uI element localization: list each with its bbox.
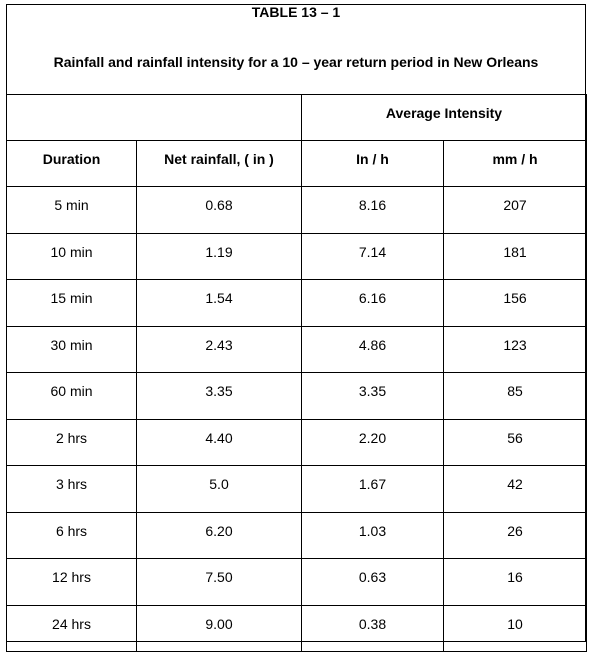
mm-per-h-cell: 10 — [442, 604, 588, 652]
duration-cell: 24 hrs — [6, 604, 137, 652]
mm-per-h-cell: 56 — [442, 418, 588, 466]
column-header-net-rainfall: Net rainfall, ( in ) — [136, 140, 302, 187]
mm-per-h-cell: 123 — [442, 325, 588, 373]
duration-cell: 15 min — [6, 279, 137, 327]
mm-per-h-cell: 16 — [442, 558, 588, 606]
net-rainfall-cell: 1.54 — [136, 279, 302, 327]
in-per-h-cell: 0.38 — [301, 604, 444, 652]
column-header-in-per-h: In / h — [301, 140, 444, 187]
duration-cell: 6 hrs — [6, 511, 137, 559]
in-per-h-cell: 4.86 — [301, 325, 444, 373]
net-rainfall-cell: 9.00 — [136, 604, 302, 652]
table-row: 60 min 3.35 3.35 85 — [6, 372, 588, 420]
in-per-h-cell: 3.35 — [301, 372, 444, 420]
mm-per-h-cell: 207 — [442, 186, 588, 234]
table-caption: Rainfall and rainfall intensity for a 10… — [53, 54, 539, 70]
net-rainfall-cell: 2.43 — [136, 325, 302, 373]
column-header-duration: Duration — [6, 140, 137, 187]
in-per-h-cell: 0.63 — [301, 558, 444, 606]
empty-header-cell — [6, 94, 302, 141]
table-row: 6 hrs 6.20 1.03 26 — [6, 511, 588, 559]
duration-cell: 3 hrs — [6, 465, 137, 513]
in-per-h-cell: 7.14 — [301, 232, 444, 280]
net-rainfall-cell: 3.35 — [136, 372, 302, 420]
net-rainfall-cell: 6.20 — [136, 511, 302, 559]
average-intensity-header: Average Intensity — [300, 94, 588, 141]
rainfall-table: Average Intensity Duration Net rainfall,… — [6, 94, 588, 652]
duration-cell: 2 hrs — [6, 418, 137, 466]
in-per-h-cell: 2.20 — [301, 418, 444, 466]
net-rainfall-cell: 5.0 — [136, 465, 302, 513]
table-row: 5 min 0.68 8.16 207 — [6, 186, 588, 234]
net-rainfall-cell: 0.68 — [136, 186, 302, 234]
column-header-mm-per-h: mm / h — [442, 140, 588, 187]
duration-cell: 12 hrs — [6, 558, 137, 606]
duration-cell: 5 min — [6, 186, 137, 234]
table-row: 2 hrs 4.40 2.20 56 — [6, 418, 588, 466]
table-row: 3 hrs 5.0 1.67 42 — [6, 465, 588, 513]
duration-cell: 10 min — [6, 232, 137, 280]
net-rainfall-cell: 7.50 — [136, 558, 302, 606]
header-row-columns: Duration Net rainfall, ( in ) In / h mm … — [6, 140, 588, 187]
in-per-h-cell: 1.03 — [301, 511, 444, 559]
table-body: 5 min 0.68 8.16 207 10 min 1.19 7.14 181 15 min 1… — [6, 186, 588, 652]
table-row: 24 hrs 9.00 0.38 10 — [6, 604, 588, 652]
duration-cell: 30 min — [6, 325, 137, 373]
mm-per-h-cell: 181 — [442, 232, 588, 280]
table-row: 10 min 1.19 7.14 181 — [6, 232, 588, 280]
table-row: 30 min 2.43 4.86 123 — [6, 325, 588, 373]
table-row: 15 min 1.54 6.16 156 — [6, 279, 588, 327]
table-row: 12 hrs 7.50 0.63 16 — [6, 558, 588, 606]
in-per-h-cell: 8.16 — [301, 186, 444, 234]
net-rainfall-cell: 4.40 — [136, 418, 302, 466]
mm-per-h-cell: 42 — [442, 465, 588, 513]
in-per-h-cell: 6.16 — [301, 279, 444, 327]
net-rainfall-cell: 1.19 — [136, 232, 302, 280]
mm-per-h-cell: 26 — [442, 511, 588, 559]
in-per-h-cell: 1.67 — [301, 465, 444, 513]
header-row-group: Average Intensity — [6, 94, 588, 141]
duration-cell: 60 min — [6, 372, 137, 420]
mm-per-h-cell: 85 — [442, 372, 588, 420]
table-title: TABLE 13 – 1 — [251, 4, 341, 20]
mm-per-h-cell: 156 — [442, 279, 588, 327]
